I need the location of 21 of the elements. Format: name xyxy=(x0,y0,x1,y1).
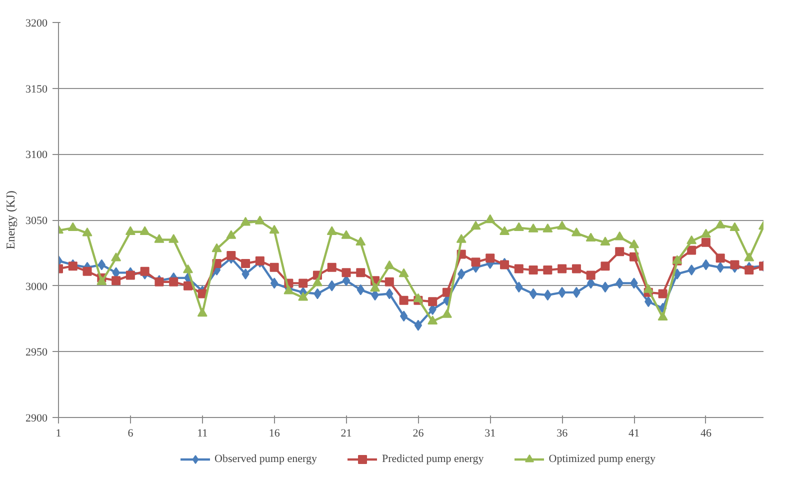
x-tick-label: 41 xyxy=(628,428,640,440)
legend-label: Observed pump energy xyxy=(214,453,317,465)
y-tick-label: 3000 xyxy=(26,280,48,293)
y-tick-label: 3050 xyxy=(26,215,48,227)
x-tick-label: 21 xyxy=(340,428,352,440)
x-tick-label: 1 xyxy=(56,428,62,440)
x-tick-label: 36 xyxy=(556,428,568,440)
legend-label: Predicted pump energy xyxy=(382,453,484,465)
legend-label: Optimized pump energy xyxy=(548,453,656,465)
y-tick-label: 3150 xyxy=(26,83,48,96)
y-tick-label: 2900 xyxy=(26,412,48,424)
x-tick-label: 6 xyxy=(128,428,134,440)
x-tick-label: 16 xyxy=(268,428,280,440)
x-tick-label: 26 xyxy=(412,428,424,440)
x-tick-label: 31 xyxy=(484,428,496,440)
y-tick-label: 3100 xyxy=(26,149,48,162)
x-tick-label: 46 xyxy=(700,428,712,440)
x-tick-label: 11 xyxy=(197,428,208,440)
y-tick-label: 3200 xyxy=(26,18,48,30)
y-tick-label: 2950 xyxy=(26,346,48,359)
y-axis-title: Energy (KJ) xyxy=(4,190,18,250)
